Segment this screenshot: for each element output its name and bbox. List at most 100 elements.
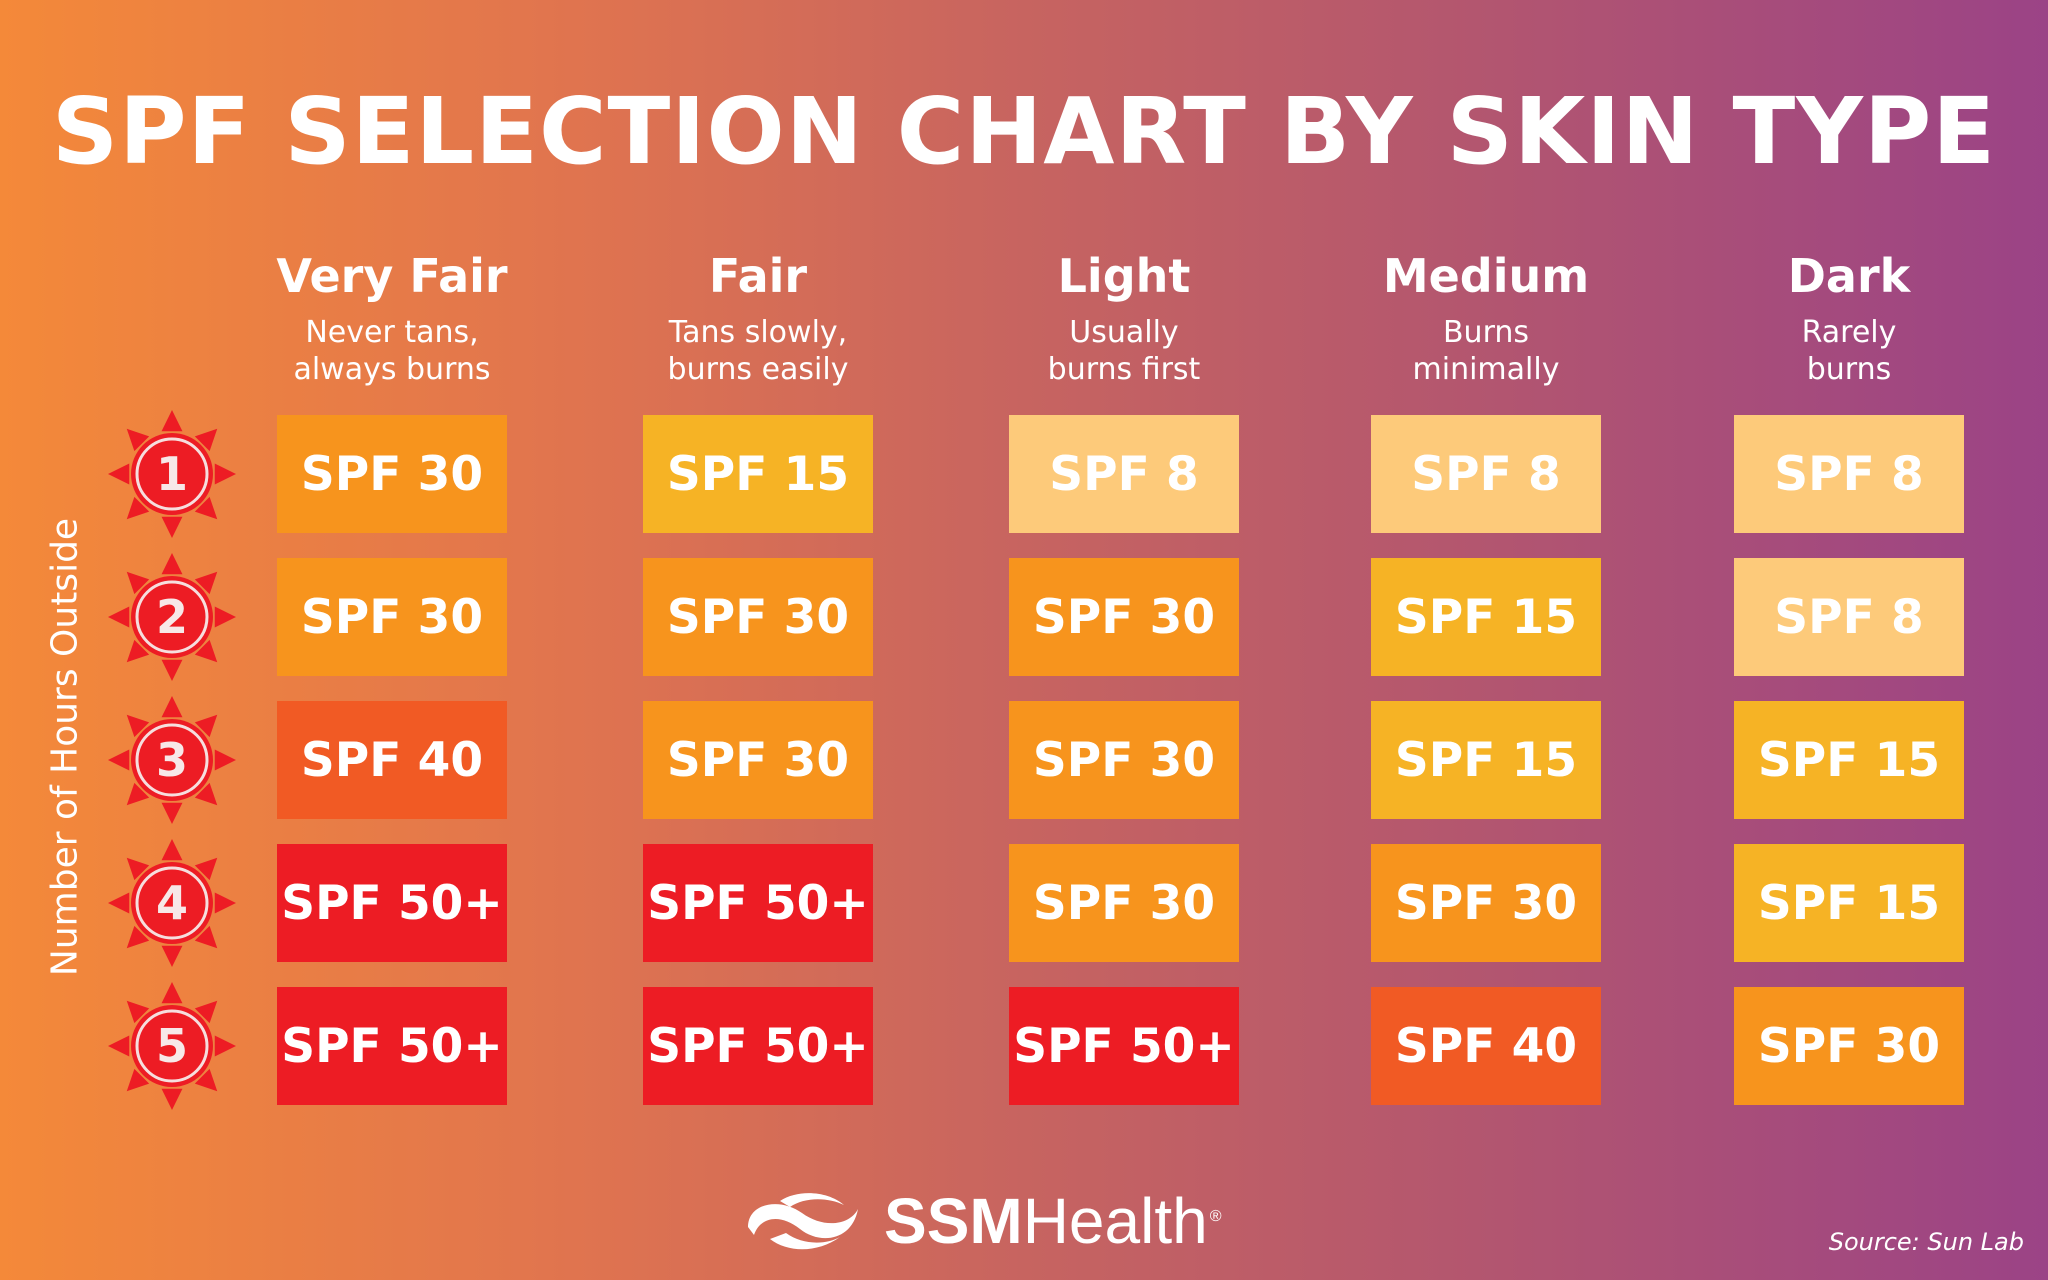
sun-ring: [131, 719, 213, 801]
sun-ray: [126, 1000, 150, 1024]
sun-ray: [108, 606, 130, 628]
spf-cell: SPF 50+: [643, 844, 873, 962]
sun-ray: [108, 463, 130, 485]
sun-ray: [161, 839, 183, 861]
sun-ray: [194, 496, 218, 520]
sun-ray: [126, 925, 150, 949]
spf-cell: SPF 15: [1371, 701, 1601, 819]
spf-cell: SPF 50+: [1009, 987, 1239, 1105]
sun-ray: [161, 659, 183, 681]
sun-ray: [194, 428, 218, 452]
spf-cell: SPF 8: [1371, 415, 1601, 533]
spf-cell: SPF 30: [1009, 701, 1239, 819]
sun-ray: [194, 1068, 218, 1092]
sun-ray: [194, 925, 218, 949]
skin-type-name: Fair: [708, 249, 808, 303]
spf-cell: SPF 30: [1371, 844, 1601, 962]
spf-cell: SPF 30: [1009, 558, 1239, 676]
skin-type-description: Tans slowly, burns easily: [667, 315, 849, 387]
spf-cell: SPF 30: [277, 415, 507, 533]
column-header: Fair Tans slowly, burns easily: [608, 248, 908, 388]
spf-cell: SPF 15: [1371, 558, 1601, 676]
spf-cell: SPF 30: [643, 701, 873, 819]
skin-type-name: Dark: [1787, 249, 1911, 303]
sun-ray: [194, 1000, 218, 1024]
sun-ray: [194, 782, 218, 806]
spf-cell: SPF 40: [1371, 987, 1601, 1105]
spf-cell: SPF 30: [1734, 987, 1964, 1105]
hour-number: 5: [155, 1019, 188, 1073]
sun-ray: [108, 892, 130, 914]
page-title: SPF SELECTION CHART BY SKIN TYPE: [51, 78, 1997, 185]
skin-type-name: Medium: [1382, 249, 1590, 303]
ssm-health-wordmark: SSMHealth ®: [884, 1185, 1222, 1257]
spf-cell: SPF 15: [1734, 844, 1964, 962]
sun-ray: [161, 696, 183, 718]
spf-cell: SPF 50+: [277, 987, 507, 1105]
spf-cell: SPF 15: [1734, 701, 1964, 819]
sun-ray: [108, 1035, 130, 1057]
skin-type-description: Rarely burns: [1801, 315, 1897, 387]
skin-type-description: Burns minimally: [1412, 315, 1560, 387]
ssm-swirl-icon: [748, 1193, 858, 1250]
sun-ray: [194, 639, 218, 663]
hour-number: 2: [155, 590, 188, 644]
spf-cell: SPF 8: [1734, 415, 1964, 533]
sun-ray: [161, 410, 183, 432]
skin-type-name: Light: [1057, 249, 1191, 303]
sun-ring: [131, 1005, 213, 1087]
column-header: Light Usually burns first: [974, 248, 1274, 388]
sun-ray: [161, 945, 183, 967]
sun-ray: [161, 802, 183, 824]
sun-inner-ring: [135, 866, 209, 940]
spf-cell: SPF 30: [1009, 844, 1239, 962]
hour-number: 3: [155, 733, 188, 787]
spf-cell: SPF 8: [1734, 558, 1964, 676]
sun-ray: [214, 749, 236, 771]
spf-cell: SPF 8: [1009, 415, 1239, 533]
sun-ray: [161, 553, 183, 575]
sun-ray: [126, 857, 150, 881]
sun-ray: [126, 496, 150, 520]
sun-ray: [126, 1068, 150, 1092]
hour-number: 4: [155, 876, 188, 930]
sun-inner-ring: [135, 580, 209, 654]
sun-ray: [214, 606, 236, 628]
spf-cell: SPF 30: [277, 558, 507, 676]
sun-ray: [126, 428, 150, 452]
sun-icon: 1: [106, 408, 238, 540]
spf-cell: SPF 50+: [643, 987, 873, 1105]
column-header: Medium Burns minimally: [1336, 248, 1636, 388]
sun-inner-ring: [135, 437, 209, 511]
sun-ray: [126, 714, 150, 738]
sun-ray: [194, 714, 218, 738]
spf-cell: SPF 50+: [277, 844, 507, 962]
sun-ring: [131, 576, 213, 658]
column-header: Very Fair Never tans, always burns: [242, 248, 542, 388]
sun-ray: [126, 571, 150, 595]
spf-cell: SPF 30: [643, 558, 873, 676]
spf-cell: SPF 15: [643, 415, 873, 533]
sun-ray: [161, 982, 183, 1004]
spf-cell: SPF 40: [277, 701, 507, 819]
skin-type-description: Usually burns first: [1047, 315, 1201, 387]
sun-ray: [194, 571, 218, 595]
sun-ray: [214, 1035, 236, 1057]
sun-ray: [126, 782, 150, 806]
sun-inner-ring: [135, 723, 209, 797]
sun-ray: [194, 857, 218, 881]
hour-number: 1: [155, 447, 188, 501]
sun-ray: [161, 1088, 183, 1110]
skin-type-description: Never tans, always burns: [293, 315, 491, 387]
sun-ray: [108, 749, 130, 771]
sun-inner-ring: [135, 1009, 209, 1083]
source-note: Source: Sun Lab: [1828, 1228, 2024, 1256]
sun-ray: [214, 892, 236, 914]
sun-ring: [131, 862, 213, 944]
sun-icon: 5: [106, 980, 238, 1112]
sun-ray: [126, 639, 150, 663]
y-axis-label: Number of Hours Outside: [44, 517, 86, 977]
skin-type-name: Very Fair: [276, 249, 508, 303]
column-header: Dark Rarely burns: [1699, 248, 1999, 388]
sun-ray: [161, 516, 183, 538]
